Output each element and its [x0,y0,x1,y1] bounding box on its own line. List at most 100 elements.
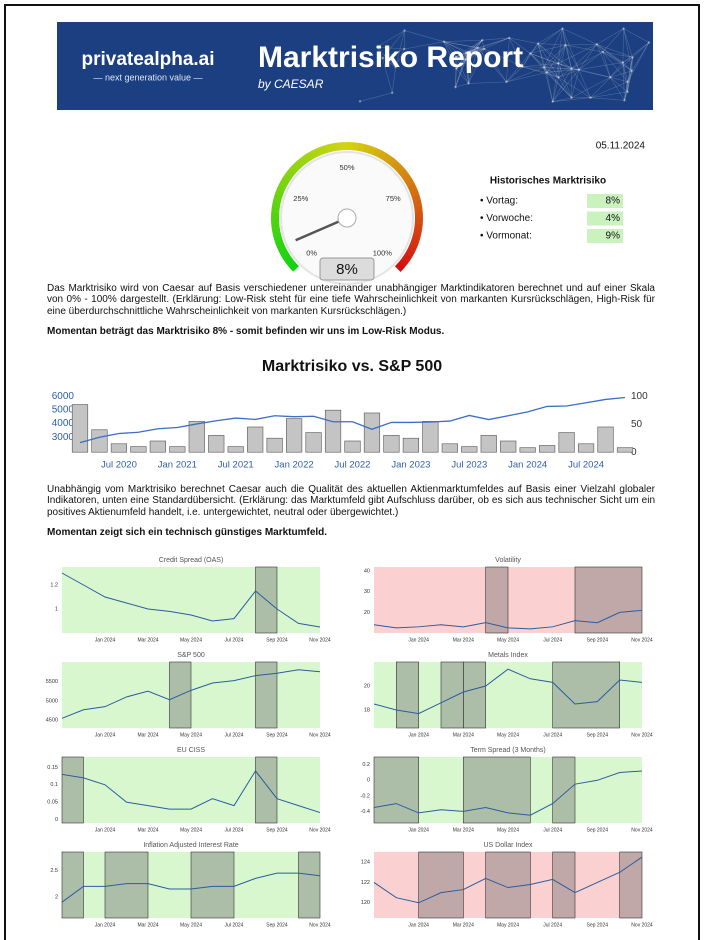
pattern-dot [557,76,560,79]
y2-tick-label: 100 [631,391,648,402]
gauge-arc [407,183,418,193]
pattern-line [443,41,467,54]
pattern-dot [483,47,486,50]
pattern-line [552,97,591,102]
shaded-period [552,661,620,729]
y-tick-label: 3000 [52,432,75,443]
series-line [61,669,321,719]
pattern-line [562,28,572,69]
history-title: Historisches Marktrisiko [490,176,606,187]
gauge-value-box [319,257,375,281]
history-value: 8% [606,196,621,207]
pattern-dot [467,82,470,85]
tagline: — next generation value — [93,72,202,82]
pattern-dot [403,47,406,51]
pattern-line [610,57,633,78]
pattern-line [552,68,572,102]
x-tick-label: Mar 2024 [453,732,474,738]
pattern-line [624,70,633,101]
pattern-line [578,44,598,70]
gauge-arc [276,183,287,193]
gauge-arc [401,253,412,263]
pattern-line [543,28,563,68]
pattern-line [465,47,478,60]
x-tick-label: Mar 2024 [453,922,474,928]
pattern-line [465,48,485,54]
gauge-arc [274,188,285,198]
gauge-arc [307,150,317,161]
gauge-arc [372,147,382,158]
x-tick-label: Mar 2024 [453,827,474,833]
x-tick-label: Jul 2024 [543,732,562,738]
pattern-line [506,37,510,82]
pattern-line [596,44,624,63]
x-tick-label: Sep 2024 [266,827,288,833]
gauge-arc [398,257,409,268]
y-tick-label: 4500 [46,718,58,724]
x-tick-label: Jan 2024 [408,637,429,643]
pattern-dot [589,96,592,99]
pattern-line [522,66,544,68]
pattern-line [623,28,650,43]
shaded-period [574,566,643,634]
pattern-line [543,63,559,68]
gauge-arc [414,223,423,231]
gauge-arc [362,144,371,154]
pattern-line [622,62,628,92]
x-tick-label: Mar 2024 [137,827,158,833]
history-value: 4% [606,213,621,224]
pattern-line [571,77,611,99]
x-tick-label: Nov 2024 [309,732,331,738]
pattern-line [565,44,597,46]
pattern-line [543,67,547,73]
x-tick-label: Jan 2024 [408,827,429,833]
pattern-line [477,40,483,48]
pattern-line [506,53,531,83]
pattern-line [468,81,507,84]
x-tick-label: Nov 2024 [309,637,331,643]
pattern-line [622,42,650,63]
pattern-line [465,48,485,60]
y-tick-label: 0.05 [47,800,58,806]
pattern-line [623,28,633,58]
pattern-line [546,72,572,98]
history-label: • Vormonat: [480,231,532,242]
pattern-line [571,68,580,70]
shaded-period [255,661,278,729]
x-tick-label: Jan 2024 [95,827,116,833]
pattern-dot [358,100,362,103]
x-tick-label: Jan 2021 [158,460,197,471]
pattern-line [529,53,547,73]
pattern-line [546,72,553,102]
risk-bar [500,440,517,453]
gauge-arc [413,200,423,208]
pattern-line [546,44,566,73]
pattern-line [562,28,566,46]
pattern-dot [394,65,397,69]
risk-bar [188,421,205,453]
gauge-arc [297,156,308,167]
y-tick-label: 5000 [46,698,58,704]
pattern-dot [601,50,604,54]
pattern-line [443,41,457,58]
gauge-arc [386,156,397,167]
x-tick-label: Jul 2024 [568,460,604,471]
gauge-arc [377,150,387,161]
gauge-arc [293,160,304,170]
x-tick-label: May 2024 [180,637,202,643]
gauge-arc [352,142,360,151]
y2-tick-label: 0 [631,447,637,458]
pattern-line [624,91,628,101]
gauge-arc [382,153,392,164]
x-tick-label: Jul 2024 [543,637,562,643]
pattern-line [465,47,478,54]
risk-bar [519,447,536,453]
shaded-period [373,756,419,824]
gauge-tick-label: 100% [373,248,393,257]
pattern-line [465,52,469,84]
pattern-line [506,72,547,83]
gauge-arc [323,144,332,154]
pattern-line [484,37,510,50]
gauge-arc [271,228,281,236]
